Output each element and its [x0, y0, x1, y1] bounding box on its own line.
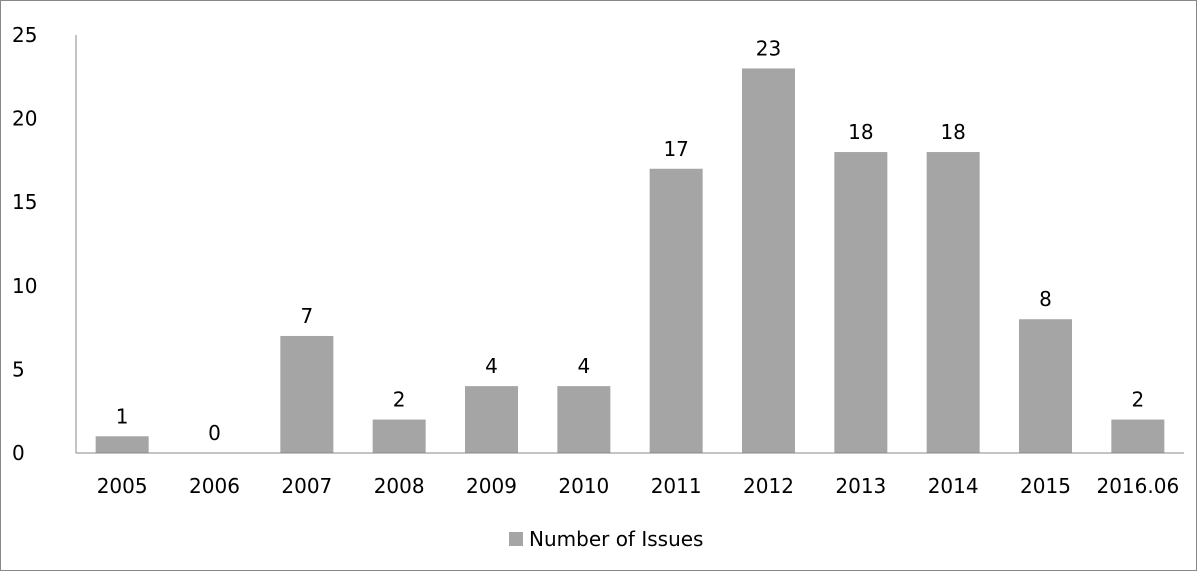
x-tick-label: 2005	[97, 474, 148, 498]
bar-value-label: 8	[1039, 287, 1052, 311]
data-labels: 1 0 7 2 4 4 17 23 18 18 8 2	[116, 36, 1144, 445]
bar-value-label: 18	[940, 120, 965, 144]
bar	[834, 152, 888, 454]
y-tick-label: 10	[12, 274, 37, 298]
x-tick-label: 2015	[1020, 474, 1071, 498]
x-tick-label: 2006	[189, 474, 240, 498]
x-tick-label: 2012	[743, 474, 794, 498]
legend-label: Number of Issues	[529, 527, 703, 551]
legend-swatch	[509, 532, 523, 546]
bar	[372, 419, 426, 453]
bar-value-label: 17	[663, 137, 688, 161]
x-tick-label: 2014	[928, 474, 979, 498]
x-tick-label: 2016.06	[1096, 474, 1179, 498]
y-tick-label: 5	[12, 357, 25, 381]
bar	[465, 386, 518, 453]
bar	[95, 436, 149, 453]
bar-value-label: 7	[300, 304, 313, 328]
bar-value-label: 2	[1131, 388, 1144, 412]
bar-value-label: 0	[208, 421, 221, 445]
bar	[1111, 419, 1165, 453]
bar-value-label: 23	[756, 36, 781, 60]
bar	[742, 68, 795, 453]
bar-value-label: 4	[485, 354, 498, 378]
x-tick-label: 2013	[835, 474, 886, 498]
bar	[926, 152, 980, 454]
y-tick-label: 0	[12, 441, 25, 465]
y-tick-label: 25	[12, 23, 37, 47]
x-tick-label: 2009	[466, 474, 517, 498]
bar	[1019, 319, 1072, 453]
legend: Number of Issues	[509, 527, 703, 551]
x-tick-label: 2010	[558, 474, 609, 498]
y-tick-label: 20	[12, 107, 37, 131]
bar-value-label: 2	[393, 388, 406, 412]
x-tick-label: 2011	[651, 474, 702, 498]
bar	[649, 168, 703, 453]
bar-value-label: 4	[577, 354, 590, 378]
bar-value-label: 18	[848, 120, 873, 144]
x-tick-label: 2008	[374, 474, 425, 498]
bar	[280, 335, 334, 453]
y-axis-ticks: 0 5 10 15 20 25	[12, 23, 37, 465]
bar	[557, 386, 611, 453]
y-tick-label: 15	[12, 190, 37, 214]
x-tick-label: 2007	[281, 474, 332, 498]
bar-value-label: 1	[116, 404, 129, 428]
bars	[95, 68, 1165, 454]
x-axis-ticks: 2005 2006 2007 2008 2009 2010 2011 2012 2013 2014…	[97, 474, 1179, 498]
